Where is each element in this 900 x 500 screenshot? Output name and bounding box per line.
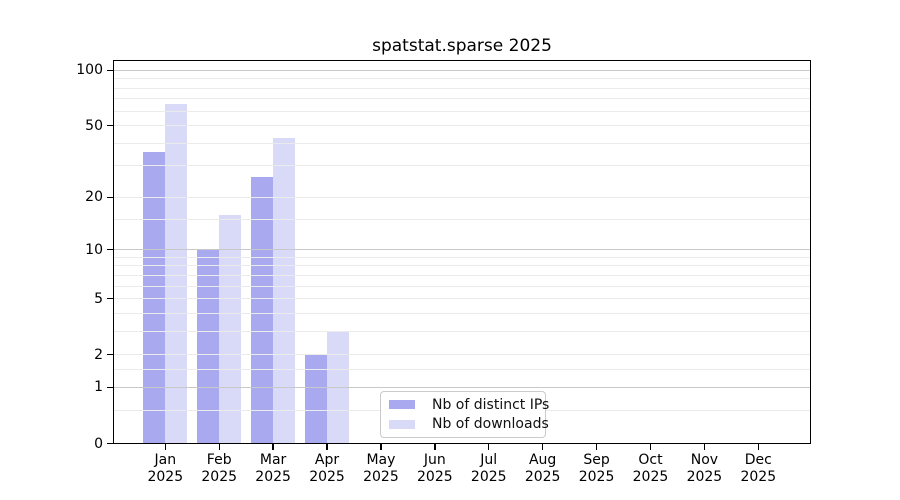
bar-distinct-ips <box>197 249 220 444</box>
x-tick-label-month: Jan <box>154 451 177 468</box>
x-tick-mark <box>595 443 598 450</box>
legend-item-downloads: Nb of downloads <box>389 415 549 434</box>
bar-downloads <box>165 103 188 444</box>
x-tick-label-month: Jul <box>480 451 498 468</box>
gridline-minor <box>113 165 811 167</box>
y-tick-mark <box>107 442 113 445</box>
legend: Nb of distinct IPs Nb of downloads <box>380 391 549 438</box>
x-tick-label-month: Mar <box>259 451 287 468</box>
gridline-minor <box>113 368 811 370</box>
y-tick-mark <box>107 196 113 199</box>
y-tick-label: 2 <box>94 346 103 363</box>
gridline-minor <box>113 330 811 332</box>
x-tick-mark <box>541 443 544 450</box>
chart-title: spatstat.sparse 2025 <box>372 36 552 56</box>
x-tick-label-month: Jun <box>423 451 446 468</box>
x-tick-mark <box>326 443 328 450</box>
x-tick-mark <box>434 443 436 450</box>
y-tick-label: 50 <box>85 117 103 134</box>
x-tick-label-month: Oct <box>638 451 663 468</box>
gridline-major <box>113 69 811 71</box>
gridline-minor <box>113 312 811 314</box>
x-tick-mark <box>649 443 652 450</box>
x-tick-label-month: Sep <box>583 451 610 468</box>
gridline-minor <box>113 142 811 144</box>
x-tick-label-month: Nov <box>690 451 719 468</box>
gridline-minor <box>113 274 811 276</box>
gridline-minor <box>113 125 811 127</box>
gridline-minor <box>113 110 811 112</box>
x-tick-label-month: Aug <box>528 451 557 468</box>
x-tick-label-year: 2025 <box>417 468 453 485</box>
y-tick-label: 5 <box>94 290 103 307</box>
legend-item-distinct-ips: Nb of distinct IPs <box>389 395 549 414</box>
legend-label-distinct-ips: Nb of distinct IPs <box>432 396 550 413</box>
gridline-major <box>113 386 811 388</box>
gridline-minor <box>113 218 811 220</box>
x-tick-label-year: 2025 <box>578 468 615 485</box>
y-tick-mark <box>107 297 113 300</box>
plot-frame <box>113 60 811 444</box>
gridline-minor <box>113 196 811 198</box>
y-tick-mark <box>107 354 113 356</box>
y-tick-label: 0 <box>94 435 103 452</box>
x-tick-mark <box>488 443 490 450</box>
legend-swatch-downloads <box>389 419 415 429</box>
bar-distinct-ips <box>143 151 166 444</box>
x-tick-mark <box>164 443 166 450</box>
x-tick-mark <box>703 443 706 450</box>
x-tick-label-year: 2025 <box>255 468 291 485</box>
x-tick-mark <box>380 443 382 450</box>
gridline-minor <box>113 98 811 100</box>
x-tick-label-year: 2025 <box>309 468 345 485</box>
x-tick-mark <box>272 443 274 450</box>
x-tick-label-year: 2025 <box>524 468 561 485</box>
x-tick-label-month: May <box>366 451 396 468</box>
x-tick-label-year: 2025 <box>470 468 507 485</box>
x-tick-label-year: 2025 <box>147 468 184 485</box>
y-tick-label: 1 <box>94 379 103 396</box>
y-tick-mark <box>107 69 113 72</box>
y-tick-mark <box>107 125 113 127</box>
x-tick-label-year: 2025 <box>201 468 238 485</box>
x-tick-label-month: Feb <box>206 451 232 468</box>
x-tick-label-year: 2025 <box>363 468 399 485</box>
gridline-minor <box>113 87 811 89</box>
gridline-minor <box>113 78 811 80</box>
gridline-minor <box>113 354 811 356</box>
bar-distinct-ips <box>305 354 328 444</box>
x-tick-mark <box>757 443 759 450</box>
legend-label-downloads: Nb of downloads <box>432 416 549 433</box>
bar-downloads <box>219 214 242 444</box>
x-tick-label-year: 2025 <box>686 468 723 485</box>
gridline-minor <box>113 265 811 267</box>
gridline-minor <box>113 285 811 287</box>
gridline-minor <box>113 298 811 300</box>
legend-swatch-distinct-ips <box>389 400 415 410</box>
y-tick-mark <box>107 248 113 251</box>
y-tick-label: 20 <box>85 189 103 206</box>
y-tick-label: 100 <box>76 62 103 79</box>
bar-downloads <box>273 137 296 444</box>
y-tick-label: 10 <box>85 241 103 258</box>
x-tick-label-month: Apr <box>314 451 340 468</box>
gridline-major <box>113 249 811 251</box>
x-tick-label-year: 2025 <box>740 468 777 485</box>
bar-distinct-ips <box>251 177 274 444</box>
y-tick-mark <box>107 386 113 389</box>
x-tick-label-month: Dec <box>744 451 772 468</box>
x-tick-label-year: 2025 <box>632 468 669 485</box>
gridline-minor <box>113 256 811 258</box>
x-tick-mark <box>218 443 220 450</box>
